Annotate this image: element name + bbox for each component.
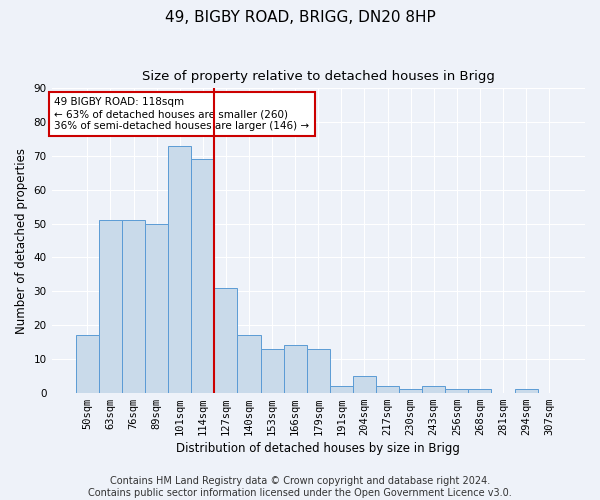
Bar xyxy=(260,348,284,393)
Bar xyxy=(284,346,307,393)
Bar xyxy=(515,390,538,392)
Bar xyxy=(168,146,191,392)
Bar xyxy=(445,390,469,392)
Bar xyxy=(238,335,260,392)
Text: 49, BIGBY ROAD, BRIGG, DN20 8HP: 49, BIGBY ROAD, BRIGG, DN20 8HP xyxy=(164,10,436,25)
Bar xyxy=(191,160,214,392)
Bar xyxy=(353,376,376,392)
Bar xyxy=(145,224,168,392)
Bar xyxy=(422,386,445,392)
Bar xyxy=(122,220,145,392)
Bar xyxy=(76,335,99,392)
Bar xyxy=(399,390,422,392)
Text: Contains HM Land Registry data © Crown copyright and database right 2024.
Contai: Contains HM Land Registry data © Crown c… xyxy=(88,476,512,498)
Bar xyxy=(330,386,353,392)
Bar xyxy=(469,390,491,392)
Bar xyxy=(214,288,238,393)
Text: 49 BIGBY ROAD: 118sqm
← 63% of detached houses are smaller (260)
36% of semi-det: 49 BIGBY ROAD: 118sqm ← 63% of detached … xyxy=(54,98,310,130)
Title: Size of property relative to detached houses in Brigg: Size of property relative to detached ho… xyxy=(142,70,495,83)
Y-axis label: Number of detached properties: Number of detached properties xyxy=(15,148,28,334)
Bar xyxy=(307,348,330,393)
Bar xyxy=(99,220,122,392)
X-axis label: Distribution of detached houses by size in Brigg: Distribution of detached houses by size … xyxy=(176,442,460,455)
Bar xyxy=(376,386,399,392)
